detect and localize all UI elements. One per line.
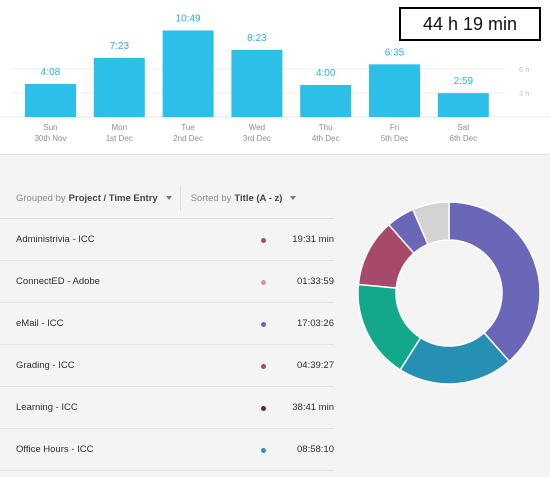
total-time-box: 44 h 19 min: [399, 7, 541, 41]
sorted-by-label: Sorted by: [190, 192, 232, 204]
day-label: Wed: [249, 123, 265, 132]
entry-duration: 04:39:27: [297, 360, 334, 371]
chevron-down-icon: [165, 196, 172, 200]
date-label: 4th Dec: [312, 134, 340, 143]
color-dot-icon: [261, 322, 266, 327]
chevron-down-icon: [290, 196, 297, 200]
color-dot-icon: [261, 364, 266, 369]
list-controls: Grouped by Project / Time Entry Sorted b…: [0, 178, 334, 219]
entry-duration: 38:41 min: [292, 402, 334, 413]
day-label: Sat: [457, 123, 470, 132]
bar-mon[interactable]: [93, 57, 145, 117]
bar-thu[interactable]: [300, 85, 352, 117]
bar-tue[interactable]: [162, 30, 214, 117]
weekly-bar-chart: 6 h 3 h 4:08 Sun 30th Nov 7:23 Mon 1st Dec 10:49…: [0, 13, 550, 143]
entry-duration: 01:33:59: [297, 276, 334, 287]
color-dot-icon: [261, 448, 266, 453]
entry-title: ConnectED - Adobe: [16, 276, 100, 287]
date-label: 6th Dec: [450, 134, 478, 143]
list-item[interactable]: Learning - ICC 38:41 min: [0, 387, 334, 429]
gridline-label: 3 h: [519, 89, 529, 98]
list-item[interactable]: eMail - ICC 17:03:26: [0, 303, 334, 345]
time-entry-list-panel: Grouped by Project / Time Entry Sorted b…: [0, 178, 334, 477]
list-item[interactable]: Administrivia - ICC 19:31 min: [0, 219, 334, 261]
list-item[interactable]: Office Hours - ICC 08:58:10: [0, 429, 334, 471]
color-dot-icon: [261, 238, 266, 243]
bar-wed[interactable]: [231, 49, 283, 117]
grouped-by-dropdown[interactable]: Grouped by Project / Time Entry: [0, 186, 180, 211]
bar-value-label: 4:08: [41, 67, 61, 78]
list-item[interactable]: ConnectED - Adobe 01:33:59: [0, 261, 334, 303]
list-item[interactable]: Grading - ICC 04:39:27: [0, 345, 334, 387]
date-label: 1st Dec: [106, 134, 133, 143]
grouped-by-value: Project / Time Entry: [68, 192, 158, 204]
day-label: Sun: [43, 123, 57, 132]
entry-title: Administrivia - ICC: [16, 234, 95, 245]
bar-fri[interactable]: [369, 64, 420, 117]
entry-title: eMail - ICC: [16, 318, 64, 329]
bar-value-label: 4:00: [316, 68, 336, 79]
bar-value-label: 10:49: [176, 13, 201, 24]
day-label: Fri: [390, 123, 400, 132]
sorted-by-value: Title (A - z): [234, 192, 283, 204]
entry-title: Grading - ICC: [16, 360, 75, 371]
donut-slice-0[interactable]: [448, 201, 541, 363]
gridline-label: 6 h: [519, 65, 529, 74]
project-donut-chart: [357, 201, 541, 385]
date-label: 2nd Dec: [173, 134, 203, 143]
entry-duration: 17:03:26: [297, 318, 334, 329]
bar-value-label: 8:23: [247, 33, 267, 44]
total-time-value: 44 h 19 min: [422, 13, 518, 34]
grouped-by-label: Grouped by: [16, 192, 66, 204]
donut-slice-5[interactable]: [411, 201, 450, 246]
sorted-by-dropdown[interactable]: Sorted by Title (A - z): [179, 185, 297, 211]
date-label: 3rd Dec: [243, 134, 271, 143]
color-dot-icon: [261, 406, 266, 411]
entry-duration: 19:31 min: [292, 234, 334, 245]
bar-value-label: 7:23: [110, 41, 130, 52]
color-dot-icon: [261, 280, 266, 285]
day-label: Mon: [112, 123, 128, 132]
entry-duration: 08:58:10: [297, 444, 334, 455]
date-label: 30th Nov: [34, 134, 66, 143]
bar-value-label: 6:35: [385, 47, 405, 58]
day-label: Tue: [181, 123, 195, 132]
day-label: Thu: [319, 123, 333, 132]
bar-sat[interactable]: [437, 93, 489, 117]
date-label: 5th Dec: [381, 134, 409, 143]
entry-title: Office Hours - ICC: [16, 444, 94, 455]
entry-title: Learning - ICC: [16, 402, 78, 413]
bar-value-label: 2:59: [454, 76, 474, 87]
bar-sun[interactable]: [25, 83, 76, 117]
